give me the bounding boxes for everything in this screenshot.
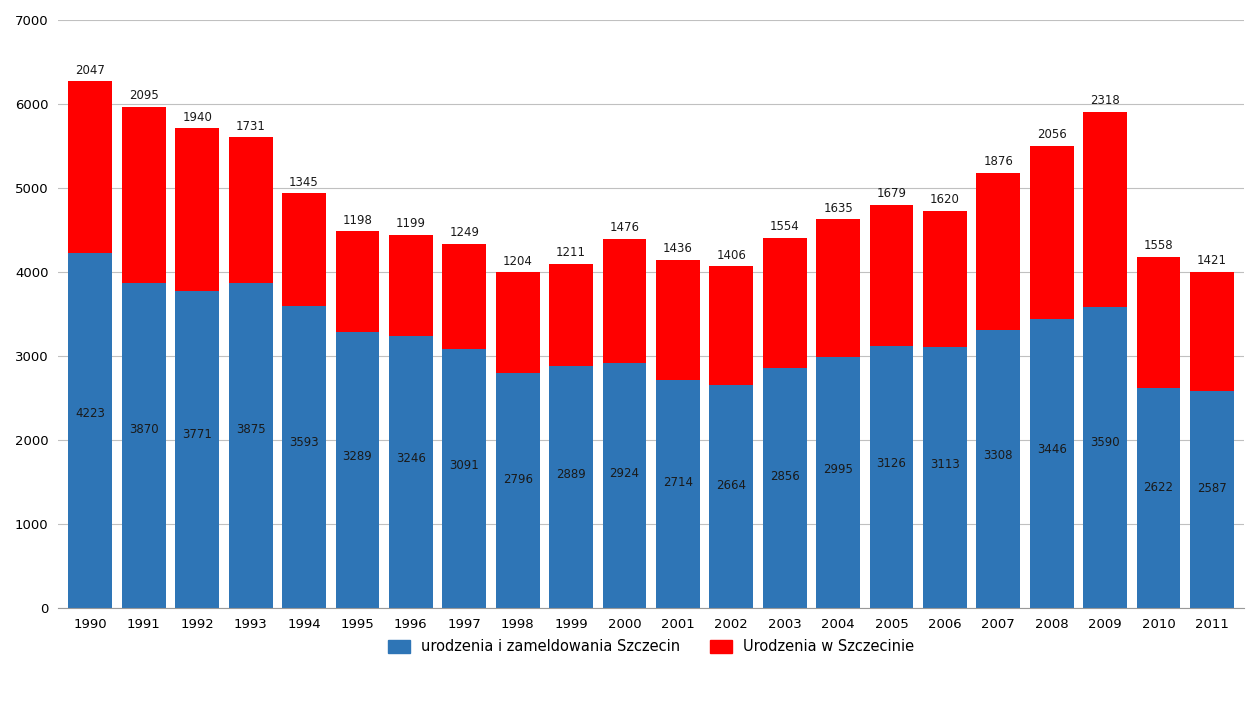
Text: 1199: 1199 [395,217,426,230]
Bar [282,306,326,608]
Text: 3126: 3126 [876,458,906,471]
Text: 3771: 3771 [183,428,213,441]
Bar [336,231,379,332]
Bar [1190,391,1234,608]
Text: 2664: 2664 [716,479,747,492]
Bar [68,253,112,608]
Bar [229,283,272,608]
Text: 2889: 2889 [556,468,585,481]
Text: 1198: 1198 [342,213,373,226]
Text: 1876: 1876 [983,155,1013,168]
Bar [389,235,433,336]
Bar [923,211,967,347]
Legend: urodzenia i zameldowania Szczecin, Urodzenia w Szczecinie: urodzenia i zameldowania Szczecin, Urodz… [381,633,920,660]
Text: 1620: 1620 [930,193,959,206]
Text: 1211: 1211 [556,246,585,259]
Bar [816,219,860,357]
Bar [709,266,753,385]
Text: 3875: 3875 [235,423,266,436]
Text: 1249: 1249 [449,226,480,239]
Text: 1554: 1554 [769,220,799,233]
Bar [549,263,593,366]
Text: 1731: 1731 [235,119,266,133]
Text: 3113: 3113 [930,458,959,471]
Bar [870,346,914,608]
Bar [763,368,807,608]
Bar [336,332,379,608]
Bar [549,366,593,608]
Bar [175,129,219,291]
Text: 2095: 2095 [128,89,159,102]
Text: 2924: 2924 [609,467,640,480]
Text: 3870: 3870 [128,423,159,436]
Bar [496,272,540,373]
Text: 1436: 1436 [663,242,692,255]
Text: 2796: 2796 [502,473,533,486]
Text: 3289: 3289 [342,450,373,463]
Bar [122,107,166,283]
Bar [977,173,1020,331]
Bar [175,291,219,608]
Bar [977,331,1020,608]
Text: 1476: 1476 [609,221,640,234]
Text: 1421: 1421 [1197,254,1228,267]
Bar [709,385,753,608]
Bar [68,81,112,253]
Text: 2714: 2714 [663,476,692,490]
Text: 2995: 2995 [823,463,854,476]
Bar [603,363,646,608]
Text: 1204: 1204 [502,255,533,268]
Bar [603,238,646,363]
Text: 3593: 3593 [290,436,319,449]
Bar [1137,388,1181,608]
Text: 3308: 3308 [983,449,1013,462]
Text: 2318: 2318 [1090,94,1121,107]
Bar [763,238,807,368]
Bar [122,283,166,608]
Bar [1083,112,1127,307]
Text: 3446: 3446 [1037,443,1066,456]
Bar [870,204,914,346]
Text: 1635: 1635 [823,201,854,215]
Bar [1030,146,1074,318]
Bar [442,243,486,348]
Text: 1558: 1558 [1143,239,1173,253]
Bar [282,193,326,306]
Text: 1940: 1940 [183,111,213,124]
Text: 3590: 3590 [1090,436,1121,449]
Text: 2622: 2622 [1143,481,1173,494]
Text: 3246: 3246 [395,452,426,465]
Bar [229,137,272,283]
Text: 2856: 2856 [769,470,799,483]
Text: 2047: 2047 [76,64,106,76]
Bar [496,373,540,608]
Bar [656,381,700,608]
Text: 1679: 1679 [876,187,906,200]
Bar [1083,307,1127,608]
Text: 1406: 1406 [716,248,747,262]
Text: 3091: 3091 [449,459,480,472]
Bar [1190,271,1234,391]
Text: 1345: 1345 [290,176,319,188]
Bar [1137,257,1181,388]
Bar [1030,318,1074,608]
Bar [923,347,967,608]
Bar [389,336,433,608]
Bar [816,357,860,608]
Text: 4223: 4223 [76,407,106,420]
Bar [442,348,486,608]
Text: 2056: 2056 [1037,129,1066,141]
Bar [656,260,700,381]
Text: 2587: 2587 [1197,483,1226,496]
